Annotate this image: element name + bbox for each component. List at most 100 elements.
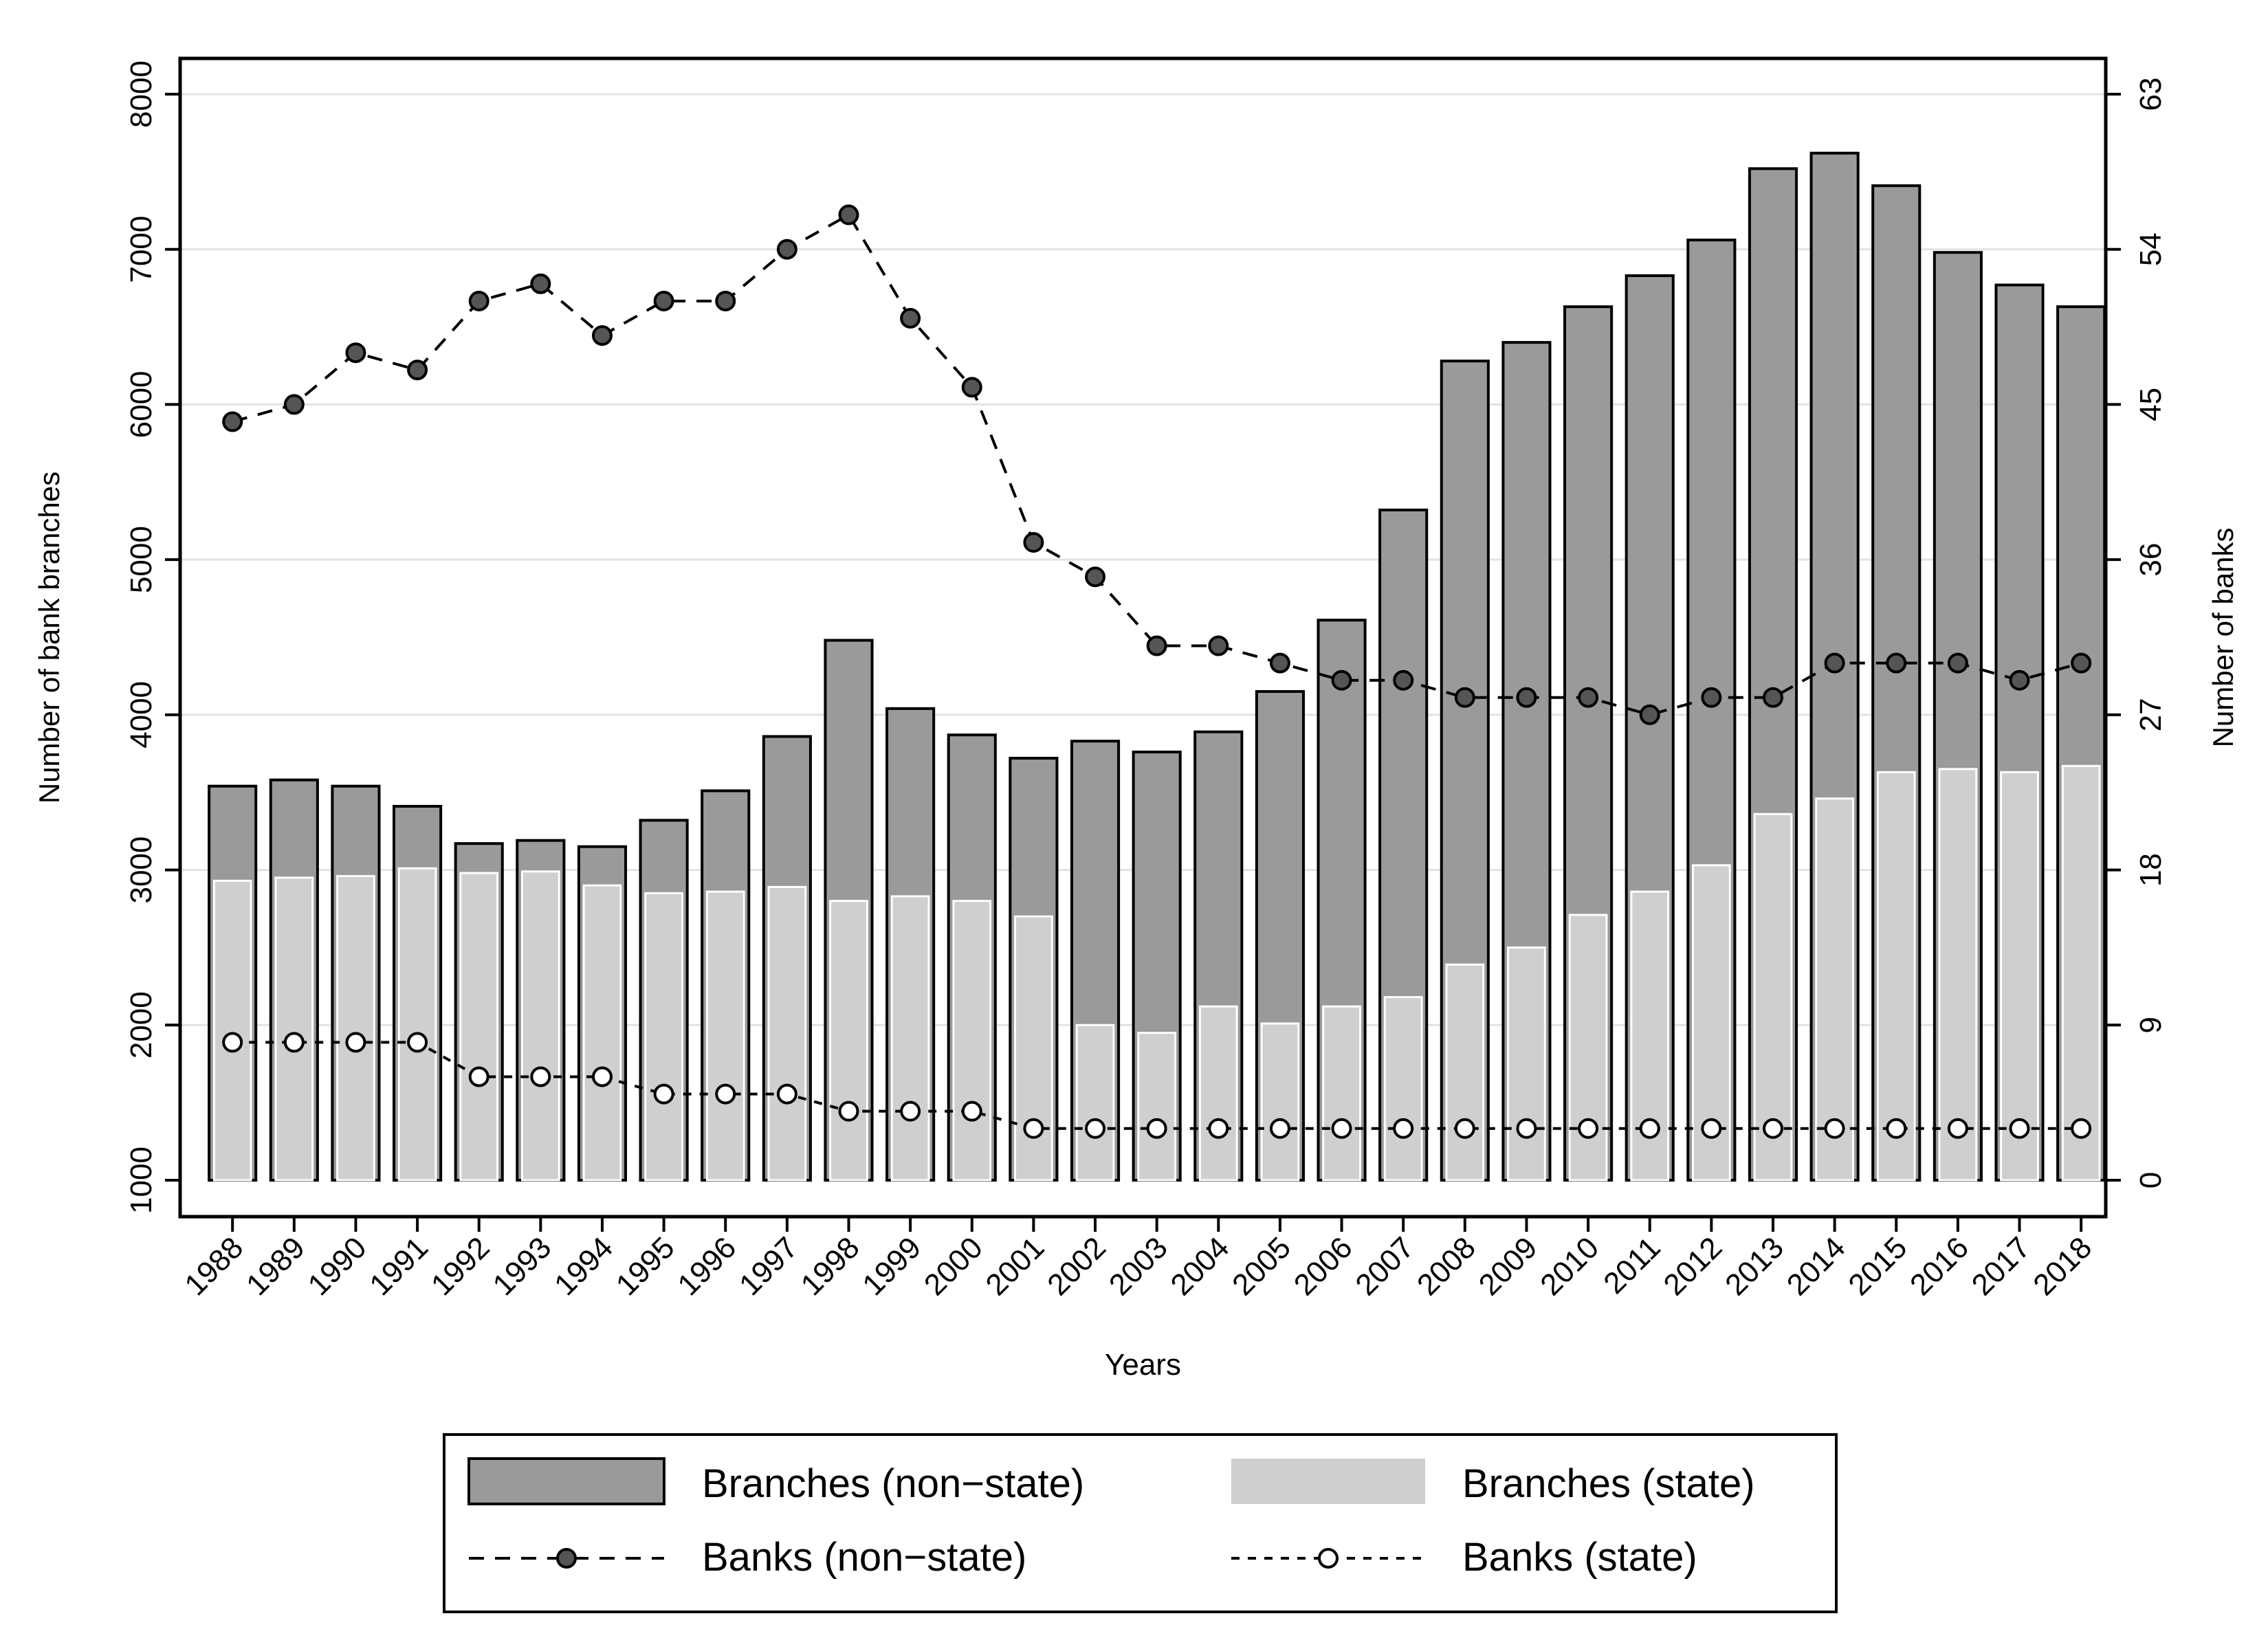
point-banks-state-1990 xyxy=(345,1032,366,1053)
x-tick-label-2008: 2008 xyxy=(1411,1230,1482,1302)
x-tick-label-1996: 1996 xyxy=(671,1230,742,1302)
point-banks-non-state-1999 xyxy=(900,308,921,329)
y-axis-label-left: Number of bank branches xyxy=(33,472,65,804)
x-tick-label-2016: 2016 xyxy=(1904,1230,1975,1302)
y-tick-label-right-9: 9 xyxy=(2134,1017,2168,1033)
point-banks-state-1996 xyxy=(715,1083,736,1105)
x-tick-label-1992: 1992 xyxy=(425,1230,496,1302)
point-banks-state-2001 xyxy=(1023,1118,1044,1139)
point-banks-state-1989 xyxy=(283,1032,305,1053)
y-tick-label-right-18: 18 xyxy=(2134,853,2168,887)
bar-state-2010 xyxy=(1568,914,1608,1182)
x-tick-label-1997: 1997 xyxy=(733,1230,804,1302)
point-banks-non-state-2017 xyxy=(2009,669,2030,691)
point-banks-state-2009 xyxy=(1516,1118,1537,1139)
x-tick-label-2005: 2005 xyxy=(1226,1230,1297,1302)
point-banks-non-state-1998 xyxy=(838,204,859,225)
x-tick-label-1990: 1990 xyxy=(302,1230,373,1302)
point-banks-state-2008 xyxy=(1454,1118,1475,1139)
point-banks-state-2005 xyxy=(1269,1118,1290,1139)
bank-lines xyxy=(222,204,2092,1139)
bar-state-1989 xyxy=(274,876,314,1182)
x-tick-label-1999: 1999 xyxy=(856,1230,927,1302)
point-banks-state-1998 xyxy=(838,1100,859,1122)
point-banks-non-state-2005 xyxy=(1269,652,1290,674)
legend-label-branches-non-state: Branches (non−state) xyxy=(702,1461,1084,1506)
point-banks-non-state-2014 xyxy=(1824,652,1845,674)
x-tick-label-1991: 1991 xyxy=(363,1230,434,1302)
y-tick-label-left-4000: 4000 xyxy=(124,681,158,749)
point-banks-state-2015 xyxy=(1886,1118,1907,1139)
point-banks-non-state-1994 xyxy=(591,325,613,346)
point-banks-non-state-2011 xyxy=(1639,704,1660,725)
y-tick-label-left-8000: 8000 xyxy=(124,60,158,128)
y-tick-label-right-27: 27 xyxy=(2134,698,2168,731)
point-banks-non-state-2003 xyxy=(1146,635,1167,656)
x-tick-label-1995: 1995 xyxy=(610,1230,681,1302)
point-banks-state-2007 xyxy=(1393,1118,1414,1139)
point-banks-non-state-1996 xyxy=(715,290,736,311)
y-tick-label-right-36: 36 xyxy=(2134,543,2168,577)
x-tick-label-2013: 2013 xyxy=(1719,1230,1790,1302)
point-banks-state-2018 xyxy=(2071,1118,2092,1139)
bar-state-1993 xyxy=(520,870,560,1182)
legend-box xyxy=(443,1433,1838,1613)
point-banks-state-1995 xyxy=(653,1083,674,1105)
legend-swatch-branches-state xyxy=(1231,1459,1425,1504)
point-banks-non-state-2010 xyxy=(1578,687,1599,708)
bar-state-2013 xyxy=(1753,812,1793,1182)
bar-state-2016 xyxy=(1938,768,1978,1182)
x-tick-label-2000: 2000 xyxy=(918,1230,989,1302)
point-banks-state-2003 xyxy=(1146,1118,1167,1139)
x-tick-label-1998: 1998 xyxy=(795,1230,866,1302)
legend-swatch-banks-state xyxy=(1231,1548,1425,1569)
point-banks-non-state-2006 xyxy=(1331,669,1352,691)
point-banks-state-2006 xyxy=(1331,1118,1352,1139)
point-banks-non-state-1992 xyxy=(468,290,489,311)
y-tick-label-left-2000: 2000 xyxy=(124,991,158,1059)
x-tick-label-2017: 2017 xyxy=(1966,1230,2037,1302)
y-tick-label-left-6000: 6000 xyxy=(124,370,158,438)
legend: Branches (non−state) Branches (state) Ba… xyxy=(443,1433,1838,1613)
x-tick-label-2018: 2018 xyxy=(2027,1230,2098,1302)
bar-state-2007 xyxy=(1383,996,1423,1182)
point-banks-non-state-1988 xyxy=(222,411,243,432)
bar-state-2002 xyxy=(1075,1023,1115,1182)
legend-label-banks-state: Banks (state) xyxy=(1462,1535,1697,1580)
point-banks-state-2000 xyxy=(961,1100,982,1122)
y-tick-label-left-7000: 7000 xyxy=(124,216,158,283)
bar-state-2006 xyxy=(1322,1005,1361,1182)
bar-state-2001 xyxy=(1014,915,1053,1182)
bar-state-1997 xyxy=(767,885,807,1182)
point-banks-non-state-2007 xyxy=(1393,669,1414,691)
x-tick-label-2001: 2001 xyxy=(980,1230,1051,1302)
point-banks-non-state-2000 xyxy=(961,377,982,398)
point-banks-state-2010 xyxy=(1578,1118,1599,1139)
point-banks-non-state-2009 xyxy=(1516,687,1537,708)
point-banks-non-state-2002 xyxy=(1085,566,1106,588)
point-banks-non-state-2012 xyxy=(1701,687,1722,708)
x-tick-label-1994: 1994 xyxy=(548,1230,619,1302)
x-tick-label-1993: 1993 xyxy=(487,1230,558,1302)
legend-swatch-branches-non-state xyxy=(467,1457,665,1505)
point-banks-state-2002 xyxy=(1085,1118,1106,1139)
x-tick-label-1988: 1988 xyxy=(178,1230,250,1302)
x-tick-label-2009: 2009 xyxy=(1473,1230,1544,1302)
point-banks-non-state-2001 xyxy=(1023,532,1044,553)
bar-state-2014 xyxy=(1815,797,1855,1182)
bar-state-1996 xyxy=(705,890,745,1182)
point-banks-non-state-2016 xyxy=(1947,652,1968,674)
point-banks-non-state-2018 xyxy=(2071,652,2092,674)
y-tick-label-right-63: 63 xyxy=(2134,78,2168,111)
plot-frame xyxy=(178,56,2108,1219)
bar-state-2015 xyxy=(1876,771,1916,1182)
y-tick-label-left-3000: 3000 xyxy=(124,837,158,904)
y-axis-label-right: Number of banks xyxy=(2207,528,2239,748)
x-tick-label-2006: 2006 xyxy=(1288,1230,1359,1302)
point-banks-state-2014 xyxy=(1824,1118,1845,1139)
point-banks-state-2011 xyxy=(1639,1118,1660,1139)
point-banks-state-2013 xyxy=(1762,1118,1783,1139)
point-banks-state-1992 xyxy=(468,1066,489,1087)
bar-state-2003 xyxy=(1137,1032,1177,1182)
bar-state-1998 xyxy=(829,900,868,1182)
